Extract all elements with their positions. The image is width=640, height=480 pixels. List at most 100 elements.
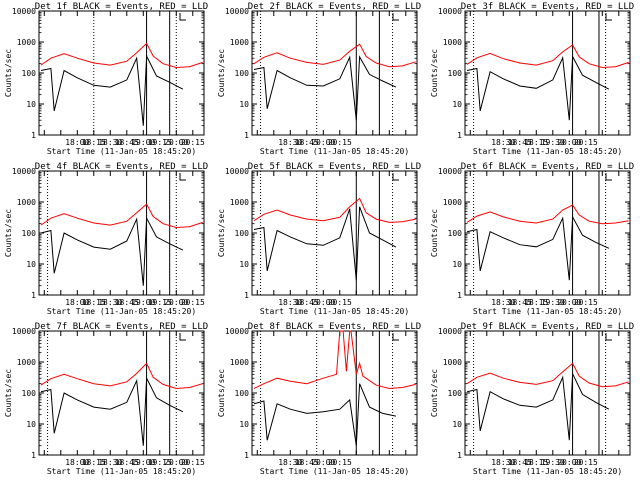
- x-tick-label: 20:00: [311, 458, 335, 467]
- x-tick-label: 19:15: [148, 138, 172, 147]
- x-tick-label: 18:30: [98, 458, 122, 467]
- x-tick-label: 20:15: [574, 458, 598, 467]
- x-tick-label: 18:45: [295, 298, 319, 307]
- x-axis-title: Start Time (11-Jan-05 18:45:20): [260, 467, 409, 476]
- subplot-7: Det 7f BLACK = Events, RED = LLD Counts/s…: [4, 322, 208, 476]
- series-lld-line: [466, 44, 629, 69]
- y-tick-label: 10000: [438, 327, 462, 336]
- y-tick-label: 100: [235, 69, 250, 78]
- corner-bracket-mark: [605, 333, 612, 341]
- x-axis-title: Start Time (11-Jan-05 18:45:20): [260, 147, 409, 156]
- y-tick-label: 100: [448, 69, 463, 78]
- y-tick-label: 100: [235, 389, 250, 398]
- x-tick-label: 18:30: [278, 298, 302, 307]
- x-tick-label: 18:15: [524, 458, 548, 467]
- x-tick-label: 18:00: [65, 138, 89, 147]
- x-tick-label: 20:00: [557, 458, 581, 467]
- x-tick-label: 20:00: [311, 298, 335, 307]
- series-lld-line: [40, 203, 203, 229]
- x-tick-label: 18:45: [115, 138, 139, 147]
- corner-bracket-mark: [179, 173, 186, 181]
- x-tick-label: 19:00: [131, 138, 155, 147]
- x-tick-label: 19:00: [131, 458, 155, 467]
- x-tick-label: 18:45: [115, 298, 139, 307]
- y-axis-label: Counts/sec: [217, 369, 226, 417]
- x-tick-label: 20:15: [574, 138, 598, 147]
- y-tick-label: 10: [452, 100, 462, 109]
- y-tick-label: 100: [448, 229, 463, 238]
- y-tick-label: 1000: [230, 38, 249, 47]
- x-tick-label: 18:30: [278, 458, 302, 467]
- y-tick-label: 1000: [443, 358, 462, 367]
- y-tick-label: 1: [31, 451, 36, 460]
- y-tick-label: 100: [235, 229, 250, 238]
- subplot-title: Det 7f BLACK = Events, RED = LLD: [35, 322, 208, 332]
- x-axis-title: Start Time (11-Jan-05 18:45:20): [473, 307, 622, 316]
- x-tick-label: 19:30: [541, 458, 565, 467]
- series-events-line: [466, 54, 610, 121]
- y-tick-label: 1: [457, 451, 462, 460]
- x-tick-label: 18:45: [295, 458, 319, 467]
- x-tick-label: 18:00: [65, 458, 89, 467]
- y-tick-label: 1: [457, 131, 462, 140]
- y-tick-label: 10000: [438, 7, 462, 16]
- x-tick-label: 18:45: [508, 138, 532, 147]
- x-tick-label: 19:30: [541, 138, 565, 147]
- series-events-line: [466, 373, 610, 441]
- y-axis-label: Counts/sec: [430, 369, 439, 417]
- x-tick-label: 18:45: [508, 298, 532, 307]
- x-tick-label: 20:00: [164, 458, 188, 467]
- series-events-line: [253, 206, 397, 281]
- corner-bracket-mark: [605, 173, 612, 181]
- x-tick-label: 20:15: [574, 298, 598, 307]
- y-tick-label: 1000: [443, 38, 462, 47]
- x-tick-label: 20:00: [557, 298, 581, 307]
- subplot-title: Det 3f BLACK = Events, RED = LLD: [461, 2, 634, 12]
- series-lld-line: [466, 362, 629, 388]
- y-tick-label: 100: [22, 229, 37, 238]
- series-lld-line: [253, 330, 416, 390]
- x-axis-title: Start Time (11-Jan-05 18:45:20): [47, 307, 196, 316]
- x-tick-label: 20:00: [311, 138, 335, 147]
- x-tick-label: 18:15: [524, 298, 548, 307]
- y-tick-label: 100: [448, 389, 463, 398]
- y-tick-label: 1000: [17, 198, 36, 207]
- corner-bracket-mark: [605, 13, 612, 21]
- subplot-title: Det 2f BLACK = Events, RED = LLD: [248, 2, 421, 12]
- y-tick-label: 10: [26, 100, 36, 109]
- subplot-2: Det 2f BLACK = Events, RED = LLD Counts/s…: [217, 2, 421, 156]
- x-tick-label: 20:00: [164, 298, 188, 307]
- x-axis-title: Start Time (11-Jan-05 18:45:20): [47, 147, 196, 156]
- x-tick-label: 18:15: [82, 298, 106, 307]
- series-events-line: [40, 216, 184, 286]
- y-tick-label: 10: [239, 260, 249, 269]
- y-axis-label: Counts/sec: [430, 209, 439, 257]
- x-tick-label: 18:15: [524, 138, 548, 147]
- x-tick-label: 20:15: [328, 458, 352, 467]
- subplot-6: Det 6f BLACK = Events, RED = LLD Counts/s…: [430, 162, 634, 316]
- y-tick-label: 10: [26, 260, 36, 269]
- y-axis-label: Counts/sec: [4, 209, 13, 257]
- x-tick-label: 18:30: [491, 138, 515, 147]
- subplot-title: Det 1f BLACK = Events, RED = LLD: [35, 2, 208, 12]
- x-tick-label: 20:15: [328, 298, 352, 307]
- series-events-line: [253, 383, 397, 446]
- subplot-5: Det 5f BLACK = Events, RED = LLD Counts/s…: [217, 162, 421, 316]
- x-tick-label: 19:15: [148, 298, 172, 307]
- subplot-title: Det 5f BLACK = Events, RED = LLD: [248, 162, 421, 172]
- y-tick-label: 100: [22, 389, 37, 398]
- y-tick-label: 1: [31, 291, 36, 300]
- x-tick-label: 18:30: [98, 138, 122, 147]
- series-events-line: [466, 215, 610, 281]
- y-tick-label: 1000: [17, 38, 36, 47]
- x-tick-label: 18:30: [491, 458, 515, 467]
- y-tick-label: 1000: [17, 358, 36, 367]
- subplot-3: Det 3f BLACK = Events, RED = LLD Counts/s…: [430, 2, 634, 156]
- subplot-1: Det 1f BLACK = Events, RED = LLD Counts/s…: [4, 2, 208, 156]
- x-tick-label: 20:15: [328, 138, 352, 147]
- y-axis-label: Counts/sec: [217, 209, 226, 257]
- y-tick-label: 1000: [230, 198, 249, 207]
- y-tick-label: 1000: [230, 358, 249, 367]
- x-tick-label: 19:00: [131, 298, 155, 307]
- y-tick-label: 100: [22, 69, 37, 78]
